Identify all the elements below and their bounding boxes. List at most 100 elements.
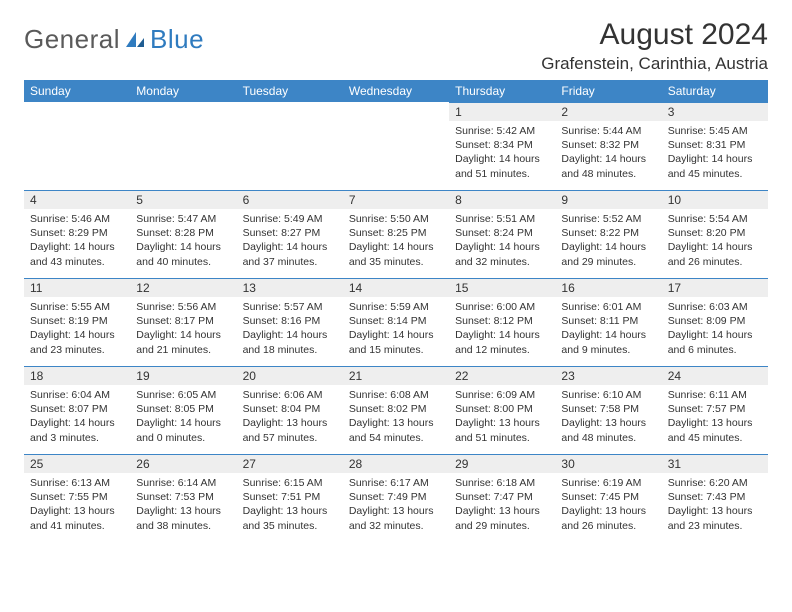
day-details: Sunrise: 6:10 AMSunset: 7:58 PMDaylight:… xyxy=(555,385,661,451)
sunset-text: Sunset: 8:02 PM xyxy=(349,402,443,416)
day-number: 21 xyxy=(343,366,449,385)
day-number: 18 xyxy=(24,366,130,385)
calendar-day-cell: 15Sunrise: 6:00 AMSunset: 8:12 PMDayligh… xyxy=(449,278,555,366)
location-subtitle: Grafenstein, Carinthia, Austria xyxy=(541,54,768,74)
day-number: 10 xyxy=(662,190,768,209)
sunset-text: Sunset: 7:53 PM xyxy=(136,490,230,504)
daylight-text: Daylight: 13 hours and 48 minutes. xyxy=(561,416,655,444)
daylight-text: Daylight: 14 hours and 37 minutes. xyxy=(243,240,337,268)
calendar-day-cell: 26Sunrise: 6:14 AMSunset: 7:53 PMDayligh… xyxy=(130,454,236,542)
day-number: 1 xyxy=(449,102,555,121)
calendar-day-cell xyxy=(130,102,236,190)
empty-day xyxy=(237,102,343,120)
sunset-text: Sunset: 8:16 PM xyxy=(243,314,337,328)
day-number: 3 xyxy=(662,102,768,121)
sunset-text: Sunset: 8:05 PM xyxy=(136,402,230,416)
day-number: 25 xyxy=(24,454,130,473)
empty-day xyxy=(130,102,236,120)
sunset-text: Sunset: 7:43 PM xyxy=(668,490,762,504)
day-details: Sunrise: 6:15 AMSunset: 7:51 PMDaylight:… xyxy=(237,473,343,539)
daylight-text: Daylight: 14 hours and 35 minutes. xyxy=(349,240,443,268)
sunrise-text: Sunrise: 6:08 AM xyxy=(349,388,443,402)
day-details: Sunrise: 5:45 AMSunset: 8:31 PMDaylight:… xyxy=(662,121,768,187)
daylight-text: Daylight: 13 hours and 38 minutes. xyxy=(136,504,230,532)
sunset-text: Sunset: 8:29 PM xyxy=(30,226,124,240)
day-number: 27 xyxy=(237,454,343,473)
day-number: 8 xyxy=(449,190,555,209)
calendar-day-cell: 24Sunrise: 6:11 AMSunset: 7:57 PMDayligh… xyxy=(662,366,768,454)
calendar-day-cell: 17Sunrise: 6:03 AMSunset: 8:09 PMDayligh… xyxy=(662,278,768,366)
day-details: Sunrise: 6:06 AMSunset: 8:04 PMDaylight:… xyxy=(237,385,343,451)
calendar-day-cell: 6Sunrise: 5:49 AMSunset: 8:27 PMDaylight… xyxy=(237,190,343,278)
daylight-text: Daylight: 14 hours and 0 minutes. xyxy=(136,416,230,444)
sunrise-text: Sunrise: 5:50 AM xyxy=(349,212,443,226)
daylight-text: Daylight: 14 hours and 23 minutes. xyxy=(30,328,124,356)
sunset-text: Sunset: 8:34 PM xyxy=(455,138,549,152)
calendar-week-row: 1Sunrise: 5:42 AMSunset: 8:34 PMDaylight… xyxy=(24,102,768,190)
sunset-text: Sunset: 8:20 PM xyxy=(668,226,762,240)
sunrise-text: Sunrise: 6:19 AM xyxy=(561,476,655,490)
daylight-text: Daylight: 13 hours and 35 minutes. xyxy=(243,504,337,532)
calendar-day-cell: 19Sunrise: 6:05 AMSunset: 8:05 PMDayligh… xyxy=(130,366,236,454)
sunrise-text: Sunrise: 6:04 AM xyxy=(30,388,124,402)
day-details: Sunrise: 6:04 AMSunset: 8:07 PMDaylight:… xyxy=(24,385,130,451)
calendar-day-cell xyxy=(343,102,449,190)
sunrise-text: Sunrise: 5:56 AM xyxy=(136,300,230,314)
day-details: Sunrise: 5:57 AMSunset: 8:16 PMDaylight:… xyxy=(237,297,343,363)
daylight-text: Daylight: 14 hours and 26 minutes. xyxy=(668,240,762,268)
day-details: Sunrise: 6:18 AMSunset: 7:47 PMDaylight:… xyxy=(449,473,555,539)
day-details: Sunrise: 5:47 AMSunset: 8:28 PMDaylight:… xyxy=(130,209,236,275)
sunset-text: Sunset: 8:31 PM xyxy=(668,138,762,152)
sunrise-text: Sunrise: 5:51 AM xyxy=(455,212,549,226)
day-details: Sunrise: 5:49 AMSunset: 8:27 PMDaylight:… xyxy=(237,209,343,275)
calendar-day-cell: 2Sunrise: 5:44 AMSunset: 8:32 PMDaylight… xyxy=(555,102,661,190)
sunrise-text: Sunrise: 5:45 AM xyxy=(668,124,762,138)
calendar-day-cell: 8Sunrise: 5:51 AMSunset: 8:24 PMDaylight… xyxy=(449,190,555,278)
calendar-day-cell xyxy=(237,102,343,190)
day-details: Sunrise: 5:59 AMSunset: 8:14 PMDaylight:… xyxy=(343,297,449,363)
sunrise-text: Sunrise: 5:54 AM xyxy=(668,212,762,226)
sunrise-text: Sunrise: 6:01 AM xyxy=(561,300,655,314)
daylight-text: Daylight: 13 hours and 26 minutes. xyxy=(561,504,655,532)
sunset-text: Sunset: 8:12 PM xyxy=(455,314,549,328)
day-details: Sunrise: 6:01 AMSunset: 8:11 PMDaylight:… xyxy=(555,297,661,363)
calendar-page: General Blue August 2024 Grafenstein, Ca… xyxy=(0,0,792,612)
sunrise-text: Sunrise: 6:13 AM xyxy=(30,476,124,490)
sunrise-text: Sunrise: 5:57 AM xyxy=(243,300,337,314)
daylight-text: Daylight: 14 hours and 40 minutes. xyxy=(136,240,230,268)
day-number: 31 xyxy=(662,454,768,473)
daylight-text: Daylight: 13 hours and 45 minutes. xyxy=(668,416,762,444)
sunrise-text: Sunrise: 6:20 AM xyxy=(668,476,762,490)
day-details: Sunrise: 6:14 AMSunset: 7:53 PMDaylight:… xyxy=(130,473,236,539)
sunset-text: Sunset: 8:00 PM xyxy=(455,402,549,416)
daylight-text: Daylight: 14 hours and 3 minutes. xyxy=(30,416,124,444)
sunset-text: Sunset: 8:09 PM xyxy=(668,314,762,328)
sunrise-text: Sunrise: 5:47 AM xyxy=(136,212,230,226)
day-number: 6 xyxy=(237,190,343,209)
sunrise-text: Sunrise: 6:10 AM xyxy=(561,388,655,402)
month-title: August 2024 xyxy=(541,18,768,52)
sunset-text: Sunset: 7:47 PM xyxy=(455,490,549,504)
day-number: 13 xyxy=(237,278,343,297)
brand-part1: General xyxy=(24,24,120,55)
sunset-text: Sunset: 7:45 PM xyxy=(561,490,655,504)
sunrise-text: Sunrise: 5:46 AM xyxy=(30,212,124,226)
calendar-day-cell: 7Sunrise: 5:50 AMSunset: 8:25 PMDaylight… xyxy=(343,190,449,278)
day-number: 14 xyxy=(343,278,449,297)
day-number: 28 xyxy=(343,454,449,473)
calendar-day-cell: 1Sunrise: 5:42 AMSunset: 8:34 PMDaylight… xyxy=(449,102,555,190)
calendar-day-cell: 25Sunrise: 6:13 AMSunset: 7:55 PMDayligh… xyxy=(24,454,130,542)
sunrise-text: Sunrise: 5:52 AM xyxy=(561,212,655,226)
day-details: Sunrise: 6:13 AMSunset: 7:55 PMDaylight:… xyxy=(24,473,130,539)
daylight-text: Daylight: 13 hours and 32 minutes. xyxy=(349,504,443,532)
sunset-text: Sunset: 7:57 PM xyxy=(668,402,762,416)
day-number: 17 xyxy=(662,278,768,297)
calendar-day-cell: 4Sunrise: 5:46 AMSunset: 8:29 PMDaylight… xyxy=(24,190,130,278)
calendar-day-cell: 10 Sunrise: 5:54 AMSunset: 8:20 PMDayligh… xyxy=(662,190,768,278)
sunrise-text: Sunrise: 6:05 AM xyxy=(136,388,230,402)
daylight-text: Daylight: 14 hours and 15 minutes. xyxy=(349,328,443,356)
sunset-text: Sunset: 8:19 PM xyxy=(30,314,124,328)
sunrise-text: Sunrise: 5:42 AM xyxy=(455,124,549,138)
sunrise-text: Sunrise: 6:00 AM xyxy=(455,300,549,314)
sunset-text: Sunset: 8:27 PM xyxy=(243,226,337,240)
